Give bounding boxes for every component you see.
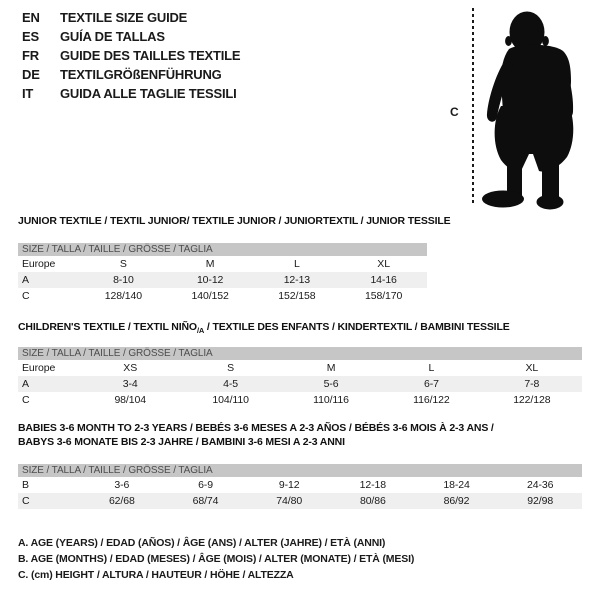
row-value: 140/152	[191, 290, 229, 302]
row-label: C	[22, 290, 30, 302]
row-value: 62/68	[108, 495, 135, 507]
table-title: JUNIOR TEXTILE / TEXTIL JUNIOR/ TEXTILE …	[18, 214, 451, 228]
row-value: 122/128	[513, 394, 551, 406]
size-table-children: CHILDREN'S TEXTILE / TEXTIL NIÑO/A / TEX…	[18, 320, 582, 408]
size-table-junior: JUNIOR TEXTILE / TEXTIL JUNIOR/ TEXTILE …	[18, 214, 451, 304]
table-header-bar: SIZE / TALLA / TAILLE / GRÖSSE / TAGLIA	[18, 464, 582, 477]
language-row: DE TEXTILGRÖßENFÜHRUNG	[22, 65, 240, 84]
language-title: GUIDA ALLE TAGLIE TESSILI	[60, 86, 237, 101]
row-value: 12-13	[283, 274, 311, 286]
table-row: Europe XS S M L XL	[18, 360, 582, 376]
row-value: L	[294, 258, 300, 270]
language-title: GUÍA DE TALLAS	[60, 29, 165, 44]
row-value: 86/92	[443, 495, 470, 507]
baby-silhouette-icon	[482, 11, 574, 210]
row-label: B	[22, 479, 29, 491]
row-value: XS	[123, 362, 138, 374]
row-value: 104/110	[212, 394, 249, 406]
row-value: 3-4	[122, 378, 138, 390]
language-row: ES GUÍA DE TALLAS	[22, 27, 240, 46]
row-value: S	[227, 362, 235, 374]
language-title: TEXTILGRÖßENFÜHRUNG	[60, 67, 222, 82]
title-subscript: /A	[196, 325, 205, 335]
row-value: 3-6	[114, 479, 130, 491]
table-row: C 98/104 104/110 110/116 116/122 122/128	[18, 392, 582, 408]
row-value: 152/158	[278, 290, 316, 302]
row-value: 128/140	[104, 290, 142, 302]
size-table-babies: BABIES 3-6 MONTH TO 2-3 YEARS / BEBÉS 3-…	[18, 421, 582, 509]
table-row: A 8-10 10-12 12-13 14-16	[18, 272, 427, 288]
row-value: M	[205, 258, 215, 270]
row-value: M	[326, 362, 336, 374]
row-value: XL	[377, 258, 390, 270]
footnote-line: A. AGE (YEARS) / EDAD (AÑOS) / ÂGE (ANS)…	[18, 537, 386, 549]
row-value: 14-16	[370, 274, 397, 286]
row-value: 9-12	[278, 479, 300, 491]
table-title-line: BABYS 3-6 MONATE BIS 2-3 JAHRE / BAMBINI…	[18, 436, 345, 448]
language-code: EN	[22, 10, 40, 25]
language-code: DE	[22, 67, 40, 82]
language-title: TEXTILE SIZE GUIDE	[60, 10, 188, 25]
height-label-c: C	[450, 105, 459, 119]
row-value: 24-36	[527, 479, 554, 491]
row-value: 12-18	[359, 479, 387, 491]
table-title-line: BABIES 3-6 MONTH TO 2-3 YEARS / BEBÉS 3-…	[18, 422, 494, 434]
row-value: 68/74	[192, 495, 219, 507]
language-row: FR GUIDE DES TAILLES TEXTILE	[22, 46, 241, 65]
row-value: 158/170	[364, 290, 403, 302]
row-value: 18-24	[443, 479, 470, 491]
row-value: XL	[525, 362, 539, 374]
row-value: 7-8	[524, 378, 540, 390]
row-value: 110/116	[313, 394, 349, 406]
row-label: Europe	[22, 362, 56, 374]
language-code: FR	[22, 48, 39, 63]
row-value: S	[119, 258, 127, 270]
title-text: CHILDREN'S TEXTILE / TEXTIL NIÑO	[18, 321, 197, 333]
table-row: C 128/140 140/152 152/158 158/170	[18, 288, 427, 304]
footnotes: A. AGE (YEARS) / EDAD (AÑOS) / ÂGE (ANS)…	[18, 535, 414, 583]
table-header-bar: SIZE / TALLA / TAILLE / GRÖSSE / TAGLIA	[18, 243, 427, 256]
row-value: 8-10	[113, 274, 134, 286]
language-list: EN TEXTILE SIZE GUIDE ES GUÍA DE TALLAS FR GU…	[22, 8, 241, 103]
language-row: EN TEXTILE SIZE GUIDE	[22, 8, 240, 27]
row-value: 6-7	[423, 378, 439, 390]
footnote-line: B. AGE (MONTHS) / EDAD (MESES) / ÂGE (MO…	[18, 553, 415, 565]
table-title: CHILDREN'S TEXTILE / TEXTIL NIÑO/A / TEX…	[18, 320, 582, 335]
table-title-line: JUNIOR TEXTILE / TEXTIL JUNIOR/ TEXTILE …	[18, 215, 451, 227]
table-row: Europe S M L XL	[18, 256, 427, 272]
table-title-line: CHILDREN'S TEXTILE / TEXTIL NIÑO/A / TEX…	[18, 320, 582, 335]
row-value: 92/98	[527, 495, 554, 507]
language-row: IT GUIDA ALLE TAGLIE TESSILI	[22, 84, 240, 103]
row-value: 74/80	[276, 495, 303, 507]
table-title: BABIES 3-6 MONTH TO 2-3 YEARS / BEBÉS 3-…	[18, 421, 582, 449]
language-title: GUIDE DES TAILLES TEXTILE	[60, 48, 241, 63]
table-row: B 3-6 6-9 9-12 12-18 18-24 24-36	[18, 477, 582, 493]
row-value: L	[428, 362, 435, 374]
row-value: 5-6	[323, 378, 339, 390]
table-row: A 3-4 4-5 5-6 6-7 7-8	[18, 376, 582, 392]
height-measure-dotted-line	[472, 8, 474, 206]
table-row: C 62/68 68/74 74/80 80/86 86/92 92/98	[18, 493, 582, 509]
language-code: IT	[22, 86, 34, 101]
row-label: A	[22, 274, 29, 286]
row-label: A	[22, 378, 29, 390]
row-value: 116/122	[413, 394, 450, 406]
row-label: C	[22, 394, 30, 406]
row-value: 4-5	[223, 378, 239, 390]
title-text: / TEXTILE DES ENFANTS / KINDERTEXTIL / B…	[204, 321, 510, 333]
table-header-bar: SIZE / TALLA / TAILLE / GRÖSSE / TAGLIA	[18, 347, 582, 360]
row-value: 10-12	[196, 274, 224, 286]
language-code: ES	[22, 29, 39, 44]
footnote-line: C. (cm) HEIGHT / ALTURA / HAUTEUR / HÖHE…	[18, 569, 294, 581]
row-label: Europe	[22, 258, 56, 270]
row-value: 6-9	[198, 479, 213, 491]
row-value: 98/104	[114, 394, 146, 406]
row-label: C	[22, 495, 30, 507]
row-value: 80/86	[359, 495, 386, 507]
